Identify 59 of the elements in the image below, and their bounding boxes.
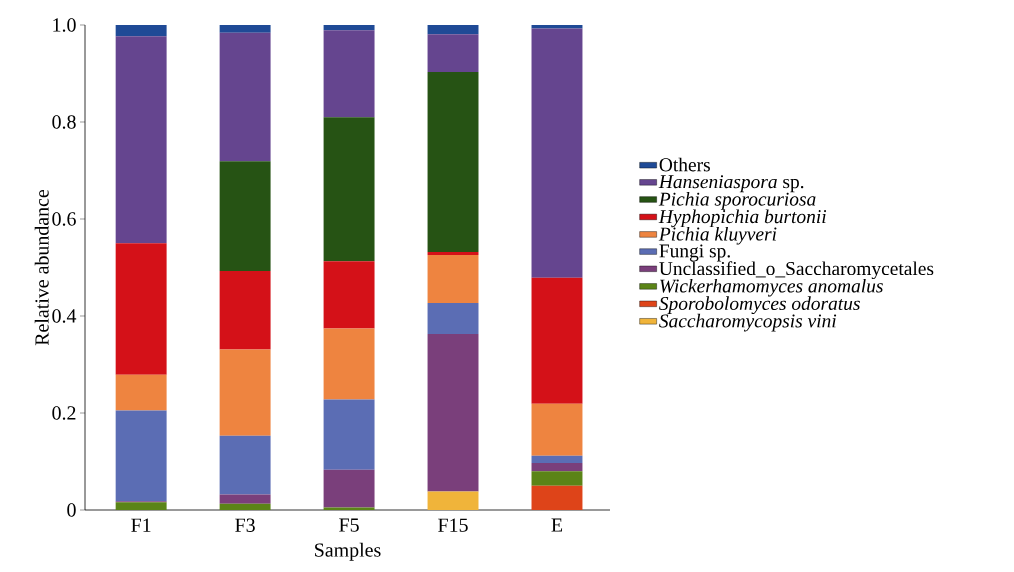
x-tick-label: F15	[438, 518, 468, 532]
bar	[219, 25, 271, 33]
legend-label: Sporobolomyces odoratus	[659, 296, 860, 315]
legend-label: Wickerhamomyces anomalus	[660, 278, 883, 297]
bar	[531, 455, 583, 463]
bar	[323, 117, 375, 262]
bar	[115, 502, 167, 510]
x-axis-title: Samples	[315, 542, 381, 561]
x-tick-label: F3	[235, 518, 255, 532]
bar	[531, 462, 583, 472]
y-axis-title: Relative abundance	[34, 189, 49, 346]
legend-label: Fungi sp.	[659, 244, 730, 262]
bar	[115, 410, 167, 502]
bar	[427, 25, 479, 35]
bar	[219, 503, 271, 510]
bar	[115, 374, 167, 411]
bar	[115, 243, 167, 375]
x-tick-label: F5	[339, 518, 359, 532]
legend-label: Pichia kluyveri	[658, 226, 777, 245]
y-tick-label: 0	[67, 503, 76, 517]
y-tick-label: 0.8	[52, 115, 76, 129]
x-tick-label: E	[551, 518, 563, 532]
bar	[323, 469, 375, 508]
bar	[427, 34, 479, 73]
bar	[427, 251, 479, 255]
legend-label: Saccharomycopsis vini	[659, 313, 837, 332]
bar	[323, 328, 375, 400]
bar	[219, 32, 271, 162]
bar	[323, 25, 375, 31]
y-tick-label: 1.0	[53, 18, 76, 32]
bar	[531, 28, 583, 278]
bar	[219, 494, 271, 504]
bar	[531, 485, 583, 510]
x-tick-label: F1	[131, 518, 151, 532]
bar	[219, 161, 271, 271]
legend-label: Hanseniaspora sp.	[658, 175, 804, 193]
bar	[531, 471, 583, 486]
legend-label: Unclassified_o_Saccharomycetales	[659, 261, 934, 280]
legend-label: Pichia sporocuriosa	[658, 192, 816, 210]
bar	[427, 72, 479, 252]
bar	[323, 30, 375, 118]
legend-label: Others	[659, 157, 710, 172]
bar	[323, 261, 375, 329]
y-tick-label: 0.6	[52, 212, 76, 226]
bar	[531, 277, 583, 404]
bar	[219, 349, 271, 436]
bar	[219, 270, 271, 350]
bar	[323, 399, 375, 470]
bar	[427, 302, 479, 334]
bar	[427, 254, 479, 303]
bar	[219, 435, 271, 495]
bar	[531, 403, 583, 456]
bar	[427, 333, 479, 492]
legend-label: Hyphopichia burtonii	[658, 209, 827, 228]
bar	[115, 25, 167, 37]
y-tick-label: 0.2	[52, 406, 76, 420]
bar	[427, 491, 479, 510]
y-tick-label: 0.4	[52, 309, 77, 323]
bar	[115, 36, 167, 244]
